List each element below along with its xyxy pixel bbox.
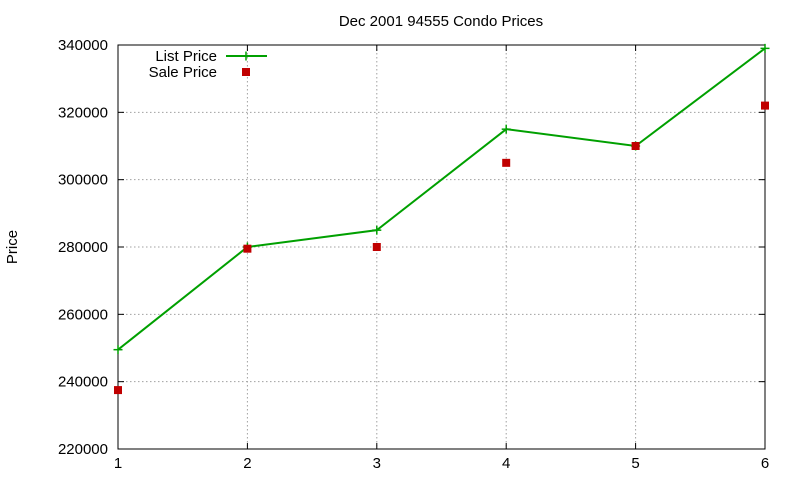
sale-price-point <box>114 386 122 395</box>
list-price-point <box>113 345 123 355</box>
y-tick-label: 220000 <box>58 441 108 458</box>
y-axis-label: Price <box>4 230 21 264</box>
x-tick-label: 4 <box>502 455 510 472</box>
sale-price-point <box>243 244 252 253</box>
y-tick-label: 300000 <box>58 172 108 189</box>
sale-price-point <box>502 158 511 167</box>
legend-marker-sale-price <box>242 68 250 76</box>
legend-label-sale-price: Sale Price <box>149 64 217 81</box>
series-layer <box>113 43 770 395</box>
list-price-series <box>113 43 770 355</box>
y-tick-label: 240000 <box>58 374 108 391</box>
x-tick-label: 1 <box>114 455 122 472</box>
legend-label-list-price: List Price <box>155 48 217 65</box>
list-price-line <box>117 47 766 351</box>
x-tick-label: 6 <box>761 455 769 472</box>
list-price-point <box>372 225 382 235</box>
legend-marker-list-price <box>241 51 251 61</box>
list-price-point <box>760 43 770 53</box>
sale-price-point <box>761 101 769 110</box>
sale-price-series <box>114 101 769 395</box>
grid-lines <box>118 45 765 449</box>
list-price-point <box>501 124 511 134</box>
sale-price-point <box>372 243 381 251</box>
x-tick-label: 5 <box>631 455 639 472</box>
y-tick-label: 280000 <box>58 239 108 256</box>
sale-price-point <box>631 142 640 150</box>
y-tick-label: 260000 <box>58 306 108 323</box>
axes: 1 2 3 4 5 6 220000 240000 260000 280000 300000 3200… <box>58 37 769 472</box>
chart-title: Dec 2001 94555 Condo Prices <box>339 13 543 30</box>
y-tick-label: 340000 <box>58 37 108 54</box>
x-tick-label: 3 <box>373 455 381 472</box>
y-tick-label: 320000 <box>58 104 108 121</box>
x-tick-label: 2 <box>243 455 251 472</box>
